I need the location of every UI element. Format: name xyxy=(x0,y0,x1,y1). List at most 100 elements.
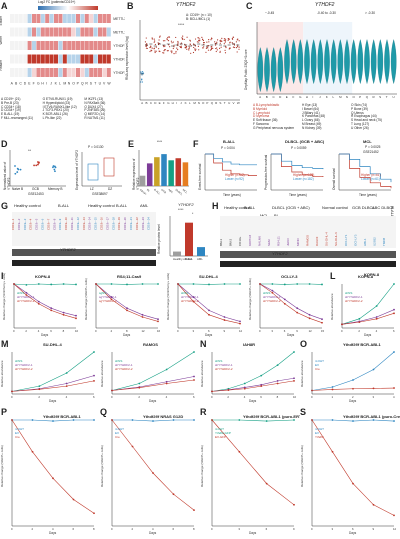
data-point xyxy=(16,171,19,173)
survival-curve xyxy=(271,153,324,170)
panel-d-x2-0: LZ xyxy=(90,187,94,191)
panel-i: I KOPN-8 Relative change (%mCherry+ cells… xyxy=(0,272,330,338)
series-line xyxy=(259,283,323,324)
col-label: T xyxy=(94,82,96,86)
panel-c-threshold-3: > -0.30 xyxy=(365,11,376,15)
panel-a-footnote: A CD19+ (21) G ETV6-RUNX1 (19) M IKZF1 (… xyxy=(1,97,125,121)
heatmap-cell xyxy=(71,41,76,50)
heatmap-cell xyxy=(71,68,76,77)
blot-band-actb xyxy=(12,260,156,266)
heatmap-cell xyxy=(58,68,63,77)
data-point xyxy=(196,41,198,43)
x-axis-label: Days xyxy=(349,531,357,535)
data-point xyxy=(186,36,188,38)
data-point xyxy=(206,46,208,48)
data-point xyxy=(219,50,221,52)
legend-item: sgNS xyxy=(99,291,106,295)
data-point xyxy=(212,47,214,49)
heatmap-cell xyxy=(89,68,94,77)
data-point xyxy=(224,40,227,42)
chart-title: Ythdf2f/f BCR-ABL1 xyxy=(43,414,82,419)
violin xyxy=(364,39,370,85)
heatmap-cell xyxy=(23,54,28,64)
data-point xyxy=(162,52,164,54)
survival-curve xyxy=(271,153,324,178)
data-point xyxy=(197,45,199,48)
legend-item: G Peripheral nervous system xyxy=(253,125,295,130)
tick-label: 6 xyxy=(173,527,175,531)
col-label: Q xyxy=(81,82,84,86)
data-point xyxy=(238,46,240,48)
tick-label: H xyxy=(172,101,174,105)
heatmap-cell xyxy=(40,14,45,23)
tick-label: 4 xyxy=(52,527,54,531)
panel-n: RAMOS Relative abundance Days 0 2 4 6 shNS shYTH… xyxy=(100,340,200,404)
data-point xyxy=(190,52,192,54)
panel-d-x1-0: Naive B xyxy=(12,187,24,191)
box xyxy=(103,157,115,177)
series-line xyxy=(177,283,241,322)
data-point xyxy=(158,39,160,41)
legend-item: EV xyxy=(15,431,19,435)
data-point xyxy=(219,42,221,44)
data-point xyxy=(215,50,217,53)
data-point xyxy=(228,47,231,49)
heatmap-cell xyxy=(93,27,98,37)
tick-label: 2 xyxy=(38,395,40,399)
data-point xyxy=(223,38,226,40)
data-point xyxy=(141,72,143,74)
heatmap-cell xyxy=(106,41,111,50)
data-point xyxy=(151,47,153,49)
data-point xyxy=(181,38,184,40)
heatmap-cell xyxy=(106,27,111,37)
legend-item: Cre xyxy=(15,435,20,439)
data-point xyxy=(194,48,196,50)
panel-f-pval-0: P = 0.004 xyxy=(221,146,235,150)
panel-f-xlabel-0: Time (years) xyxy=(223,193,241,197)
data-point xyxy=(203,46,205,48)
legend-item: 4-OHT xyxy=(15,427,24,431)
significance: **** xyxy=(178,208,184,212)
data-point xyxy=(170,50,172,52)
panel-f-title-2: MCL xyxy=(363,139,372,144)
heatmap-cell xyxy=(32,41,36,50)
panel-g: G Healthy control B-ALL Healthy control … xyxy=(0,202,210,270)
col-label: P xyxy=(77,82,80,86)
data-point xyxy=(158,36,161,38)
heatmap-cell xyxy=(45,68,50,77)
violin xyxy=(324,39,330,85)
heatmap-cell xyxy=(80,14,85,23)
panel-h-group-5: Normal control xyxy=(322,205,349,210)
tick-label: 0 xyxy=(311,395,313,399)
series-line xyxy=(13,283,77,286)
bar xyxy=(139,175,146,186)
data-point xyxy=(231,42,233,44)
tick-label: F xyxy=(292,95,294,99)
legend-item: O Skin (74) xyxy=(351,103,368,107)
panel-h-protein1: YTHDF2 xyxy=(272,251,288,256)
panel-e-letter: E xyxy=(128,139,135,149)
tick-label: 0 xyxy=(13,329,15,333)
tick-label: L xyxy=(189,101,191,105)
tick-label: F xyxy=(163,101,165,105)
heatmap-cell xyxy=(76,68,80,77)
legend-item: shYTHDF2-2 xyxy=(15,367,33,371)
data-point xyxy=(216,41,218,43)
data-point xyxy=(164,45,166,47)
panel-d-chart: ** xyxy=(9,148,122,187)
tick-label: 1 xyxy=(332,395,334,399)
heatmap-cell xyxy=(49,68,54,77)
heatmap-cell xyxy=(98,14,102,23)
series-line xyxy=(177,283,241,324)
col-label: J xyxy=(50,82,52,86)
data-point xyxy=(210,37,213,39)
heatmap-cell xyxy=(62,68,67,77)
legend-item: shYTHDF2-2 xyxy=(115,367,133,371)
heatmap-cell xyxy=(76,14,80,23)
tick-label: Q xyxy=(211,101,214,105)
legend-item: shYTHDF2-2 xyxy=(17,299,35,303)
data-point xyxy=(207,49,210,51)
data-point xyxy=(19,168,22,171)
